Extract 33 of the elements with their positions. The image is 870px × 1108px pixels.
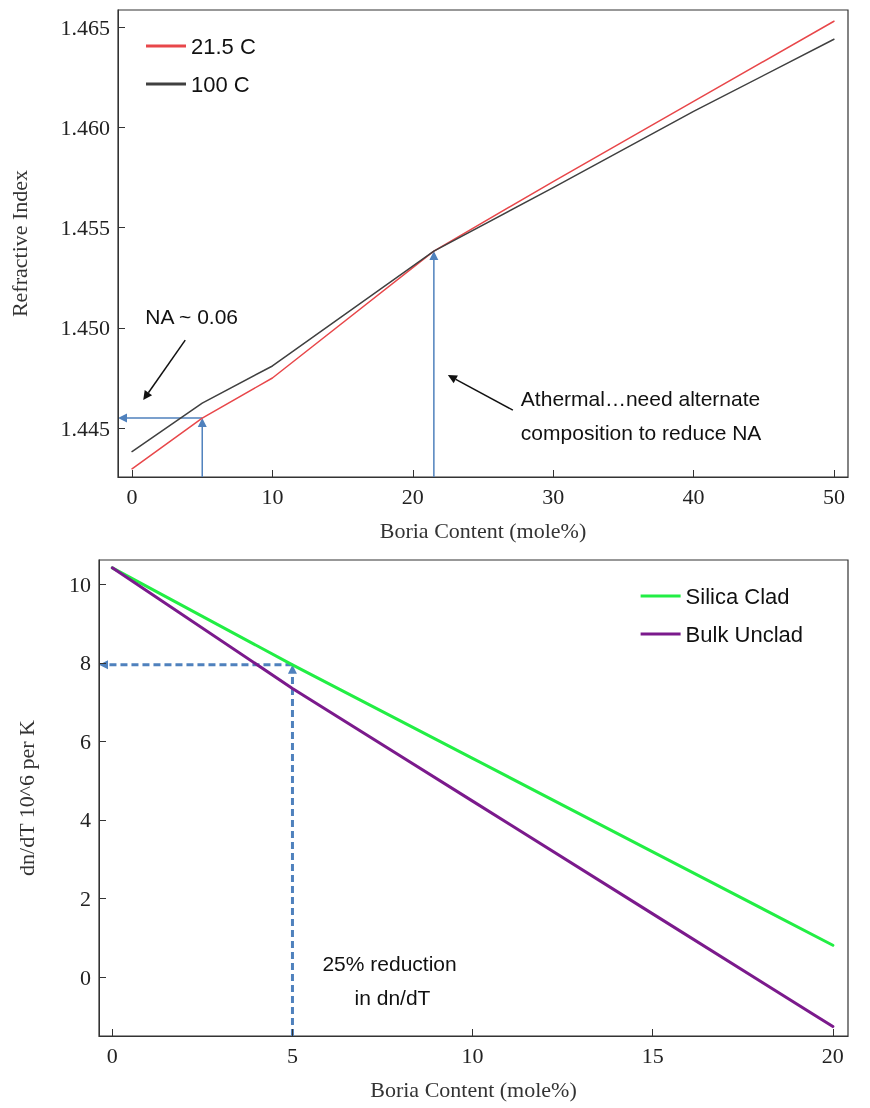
- y-tick-label: 2: [80, 886, 91, 912]
- x-axis-title: Boria Content (mole%): [379, 517, 587, 543]
- y-tick-label: 6: [80, 728, 91, 754]
- x-tick-label: 15: [641, 1042, 664, 1068]
- y-tick-label: 4: [80, 807, 91, 833]
- x-tick-label: 20: [401, 483, 424, 509]
- y-tick-label: 10: [69, 571, 91, 597]
- x-tick-label: 50: [822, 483, 845, 509]
- y-tick-label: 1.465: [60, 14, 110, 40]
- legend-label: 21.5 C: [191, 33, 256, 59]
- y-axis-title: dn/dT 10^6 per K: [13, 719, 39, 876]
- x-tick-label: 5: [286, 1042, 298, 1068]
- annotation: NA ~ 0.06: [145, 304, 239, 328]
- x-tick-label: 30: [542, 483, 565, 509]
- legend-label: Bulk Unclad: [685, 621, 803, 647]
- line-series: [110, 566, 835, 1029]
- x-tick-label: 40: [682, 483, 705, 509]
- y-tick-label: 0: [80, 964, 91, 990]
- annotation: 25% reduction in dn/dT: [322, 952, 463, 1010]
- annotation: Athermal…need alternate composition to reduce NA: [520, 386, 767, 444]
- y-axis-title: Refractive Index: [6, 169, 32, 318]
- y-tick-label: 1.460: [60, 114, 110, 140]
- legend-label: 100 C: [191, 71, 250, 97]
- x-tick-label: 0: [126, 483, 138, 509]
- x-tick-label: 20: [821, 1042, 844, 1068]
- x-tick-label: 10: [461, 1042, 484, 1068]
- y-tick-label: 1.445: [60, 415, 110, 441]
- y-tick-label: 1.450: [60, 315, 110, 341]
- y-tick-label: 8: [80, 650, 91, 676]
- x-tick-label: 10: [261, 483, 284, 509]
- y-tick-label: 1.455: [60, 215, 110, 241]
- legend-label: Silica Clad: [685, 583, 790, 609]
- x-axis-title: Boria Content (mole%): [370, 1076, 577, 1102]
